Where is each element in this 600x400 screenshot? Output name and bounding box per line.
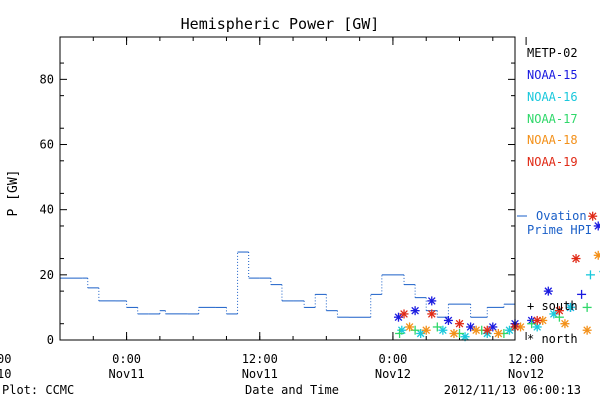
noaa-18-north-marker [421,325,431,335]
x-axis-label: Date and Time [245,383,339,397]
legend-south-symbol: + south [527,299,578,313]
noaa-19-north-marker [455,319,465,329]
noaa-17-south-marker [395,328,405,338]
y-tick-label: 0 [47,333,54,347]
y-tick-label: 40 [40,203,54,217]
footer-timestamp: 2012/11/13 06:00:13 [444,383,581,397]
noaa-17-south-marker [582,302,592,312]
noaa-19-north-marker [554,306,564,316]
chart-title: Hemispheric Power [GW] [181,15,380,33]
noaa-18-north-marker [560,319,570,329]
noaa-19-north-marker [532,315,542,325]
noaa-15-south-marker [577,289,587,299]
legend-noaa-17: NOAA-17 [527,112,578,126]
noaa-19-north-marker [427,309,437,319]
noaa-19-north-marker [482,325,492,335]
x-tick-day-label: Nov12 [508,367,544,381]
x-tick-time-label: 0:00 [378,352,407,366]
noaa-19-north-marker [571,254,581,264]
noaa-16-north-marker [565,302,575,312]
noaa-17-south-marker [432,322,442,332]
plot-frame [59,36,516,341]
legend-noaa-15: NOAA-15 [527,68,578,82]
footer-source: Plot: CCMC [2,383,74,397]
ovation-label-line2: Prime HPI [527,223,593,237]
x-tick-time-label: 12:00 [508,352,544,366]
noaa-16-south-marker [585,270,595,280]
noaa-18-north-marker [582,325,592,335]
x-tick-time-label: 12:00 [0,352,11,366]
legend-noaa-16: NOAA-16 [527,90,578,104]
noaa-16-north-marker [532,322,542,332]
noaa-18-north-marker [493,328,503,338]
noaa-15-north-marker [466,322,476,332]
y-axis-label: P [GW] [6,170,21,217]
y-tick-label: 80 [40,72,54,86]
x-tick-day-label: Nov11 [109,367,145,381]
legend-metp-02: METP-02 [527,46,578,60]
x-tick-day-label: Nov12 [375,367,411,381]
legend-noaa-19: NOAA-19 [527,155,578,169]
x-tick-day-label: Nov10 [0,367,11,381]
noaa-15-north-marker [410,306,420,316]
noaa-16-north-marker [438,325,448,335]
noaa-15-north-marker [543,286,553,296]
y-tick-label: 60 [40,138,54,152]
legend-north-symbol: * north [527,332,578,346]
x-tick-time-label: 0:00 [112,352,141,366]
legend-noaa-18: NOAA-18 [527,133,578,147]
noaa-16-north-marker [416,328,426,338]
x-tick-time-label: 12:00 [242,352,278,366]
noaa-18-north-marker [593,250,600,260]
noaa-15-north-marker [443,315,453,325]
noaa-18-north-marker [471,325,481,335]
axes-layer: 02040608012:00Nov100:00Nov1112:00Nov110:… [0,37,544,381]
noaa-19-north-marker [399,309,409,319]
noaa-19-north-marker [588,211,598,221]
satellite-marker-layer [393,211,600,342]
noaa-18-north-marker [405,322,415,332]
x-tick-day-label: Nov11 [242,367,278,381]
ovation-line-layer [60,251,516,318]
ovation-label-line1: Ovation [536,209,587,223]
noaa-16-north-marker [460,332,470,342]
noaa-15-north-marker [593,221,600,231]
noaa-18-north-marker [516,322,526,332]
y-tick-label: 20 [40,268,54,282]
noaa-18-north-marker [449,328,459,338]
noaa-15-north-marker [427,296,437,306]
